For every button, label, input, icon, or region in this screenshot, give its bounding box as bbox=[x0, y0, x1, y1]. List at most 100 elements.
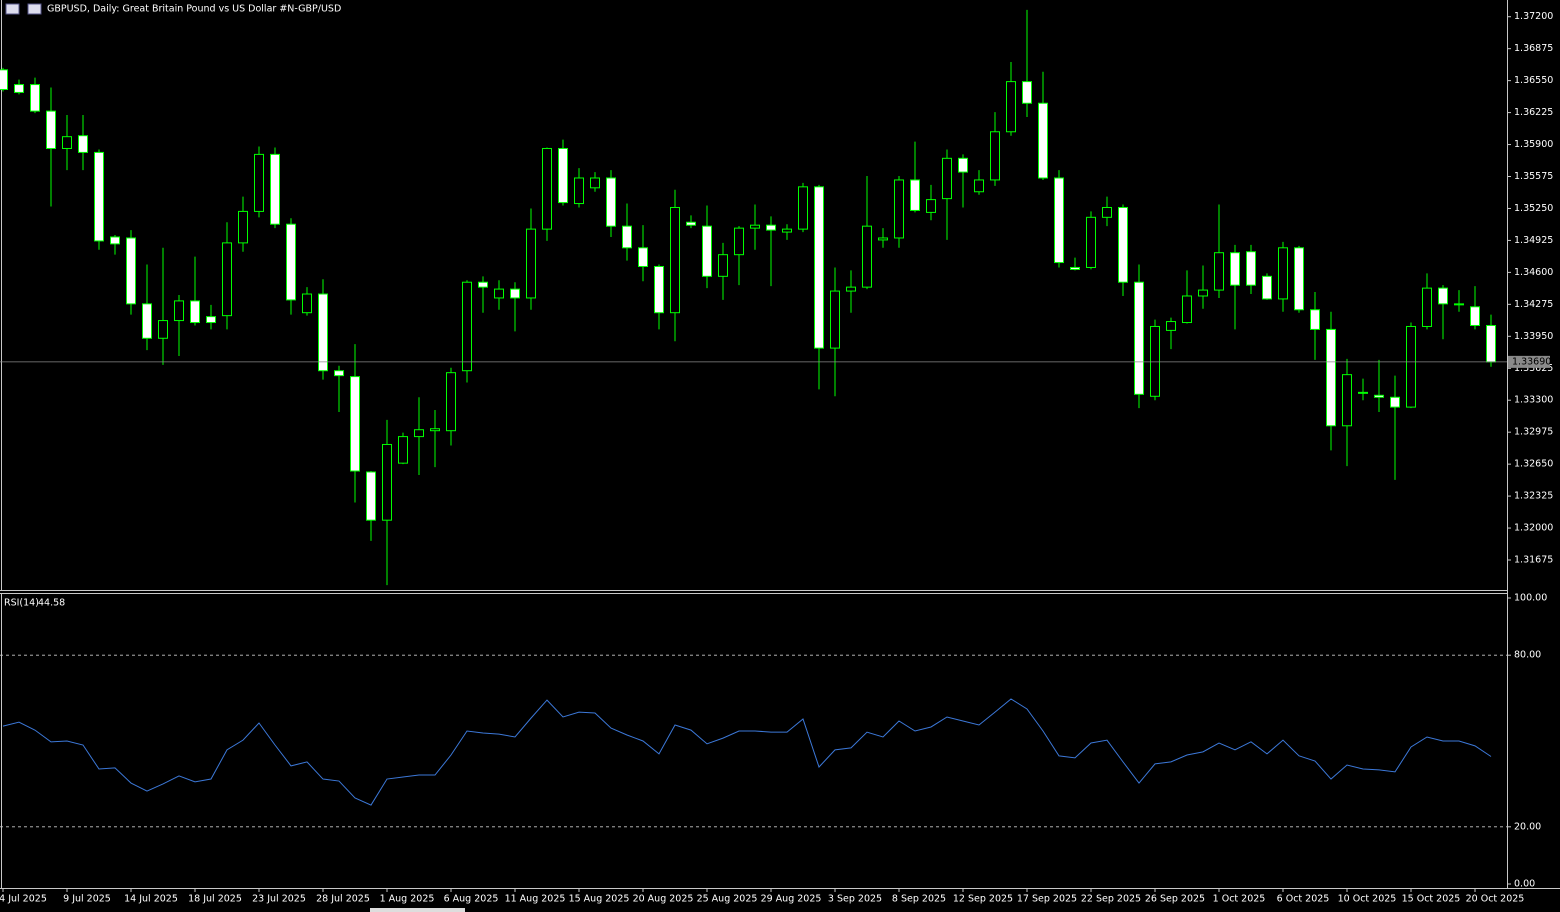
current-price-tag bbox=[1508, 355, 1550, 368]
y-tick-label: 1.31675 bbox=[1514, 555, 1553, 566]
candle-body bbox=[1342, 374, 1352, 427]
y-tick-label: 1.34925 bbox=[1514, 235, 1553, 246]
y-tick-label: 1.35575 bbox=[1514, 171, 1553, 182]
candle-body bbox=[542, 147, 552, 230]
candle-body bbox=[30, 84, 40, 112]
candle-body bbox=[846, 286, 856, 292]
candle-body bbox=[1470, 306, 1480, 326]
x-tick-label: 15 Oct 2025 bbox=[1402, 894, 1461, 905]
current-price-label: 1.33690 bbox=[1512, 356, 1551, 367]
candle-body bbox=[702, 225, 712, 277]
x-tick-label: 6 Oct 2025 bbox=[1277, 894, 1330, 905]
x-tick-label: 28 Jul 2025 bbox=[316, 894, 370, 905]
candle-body bbox=[1102, 206, 1112, 218]
candle-body bbox=[254, 153, 264, 212]
x-tick-label: 9 Jul 2025 bbox=[63, 894, 111, 905]
candle-body bbox=[1022, 81, 1032, 104]
y-tick-label: 1.33300 bbox=[1514, 395, 1553, 406]
x-tick-label: 12 Sep 2025 bbox=[953, 894, 1013, 905]
icon[interactable] bbox=[27, 3, 42, 15]
candle-body bbox=[766, 224, 776, 231]
y-tick-label: 1.35900 bbox=[1514, 139, 1553, 150]
candle-body bbox=[1214, 252, 1224, 291]
x-tick-label: 14 Jul 2025 bbox=[124, 894, 178, 905]
icon[interactable] bbox=[5, 3, 20, 15]
candle-body bbox=[1454, 303, 1464, 306]
candle-body bbox=[1182, 295, 1192, 324]
candle-body bbox=[398, 436, 408, 464]
candle-body bbox=[494, 288, 504, 299]
candle-body bbox=[942, 157, 952, 200]
x-tick-label: 10 Oct 2025 bbox=[1338, 894, 1397, 905]
candle-body bbox=[1166, 321, 1176, 331]
x-tick-label: 8 Sep 2025 bbox=[892, 894, 946, 905]
candle-body bbox=[318, 293, 328, 372]
y-tick-label: 1.34275 bbox=[1514, 299, 1553, 310]
candle-body bbox=[894, 179, 904, 239]
candle-body bbox=[46, 110, 56, 149]
candle-body bbox=[974, 179, 984, 193]
x-tick-label: 23 Jul 2025 bbox=[252, 894, 306, 905]
y-tick-label: 1.32325 bbox=[1514, 491, 1553, 502]
x-tick-label: 26 Sep 2025 bbox=[1145, 894, 1205, 905]
candle-body bbox=[350, 376, 360, 472]
candle-body bbox=[1278, 247, 1288, 300]
candle-body bbox=[158, 320, 168, 339]
candle-body bbox=[462, 281, 472, 372]
candle-body bbox=[862, 225, 872, 288]
candle-body bbox=[78, 135, 88, 153]
x-tick-label: 29 Aug 2025 bbox=[761, 894, 822, 905]
y-tick-label: 1.33625 bbox=[1514, 363, 1553, 374]
candle-body bbox=[1118, 206, 1128, 283]
candle-body bbox=[478, 281, 488, 288]
candle-body bbox=[174, 300, 184, 322]
scrollbar[interactable] bbox=[370, 908, 465, 912]
candle-body bbox=[1246, 251, 1256, 286]
candle-body bbox=[14, 84, 24, 93]
candle-body bbox=[910, 179, 920, 211]
candle-body bbox=[382, 443, 392, 521]
candle-body bbox=[0, 69, 8, 90]
rsi-line bbox=[2, 698, 1492, 806]
x-tick-label: 25 Aug 2025 bbox=[697, 894, 758, 905]
y-tick-label: 1.34600 bbox=[1514, 267, 1553, 278]
y-tick-label: 80.00 bbox=[1514, 650, 1541, 661]
candle-body bbox=[1134, 281, 1144, 395]
y-tick-label: 1.36225 bbox=[1514, 107, 1553, 118]
candle-body bbox=[750, 224, 760, 229]
candle-body bbox=[622, 225, 632, 249]
candle-body bbox=[638, 247, 648, 267]
candle-body bbox=[718, 254, 728, 277]
candle-body bbox=[1358, 391, 1368, 394]
candle-body bbox=[1230, 252, 1240, 286]
candle-body bbox=[798, 186, 808, 230]
candle-body bbox=[686, 221, 696, 226]
candle-body bbox=[878, 237, 888, 241]
candle-body bbox=[206, 316, 216, 324]
x-tick-label: 6 Aug 2025 bbox=[444, 894, 499, 905]
candle-body bbox=[782, 228, 792, 233]
candle-body bbox=[958, 157, 968, 173]
candle-body bbox=[590, 177, 600, 189]
candle-body bbox=[1070, 266, 1080, 270]
candle-body bbox=[654, 265, 664, 314]
candle-body bbox=[606, 177, 616, 227]
candle-body bbox=[1038, 102, 1048, 179]
y-tick-label: 20.00 bbox=[1514, 821, 1541, 832]
candle-body bbox=[270, 153, 280, 225]
y-tick-label: 1.33950 bbox=[1514, 331, 1553, 342]
candle-body bbox=[1294, 247, 1304, 311]
x-tick-label: 20 Aug 2025 bbox=[633, 894, 694, 905]
candle-body bbox=[94, 151, 104, 242]
y-tick-label: 1.35250 bbox=[1514, 203, 1553, 214]
candle-body bbox=[1422, 287, 1432, 327]
candle-body bbox=[1054, 177, 1064, 264]
indicator-value: 44.58 bbox=[38, 598, 65, 609]
candle-body bbox=[1326, 328, 1336, 427]
candle-body bbox=[286, 223, 296, 301]
candle-body bbox=[1486, 324, 1496, 363]
x-tick-label: 4 Jul 2025 bbox=[0, 894, 47, 905]
x-tick-label: 18 Jul 2025 bbox=[188, 894, 242, 905]
